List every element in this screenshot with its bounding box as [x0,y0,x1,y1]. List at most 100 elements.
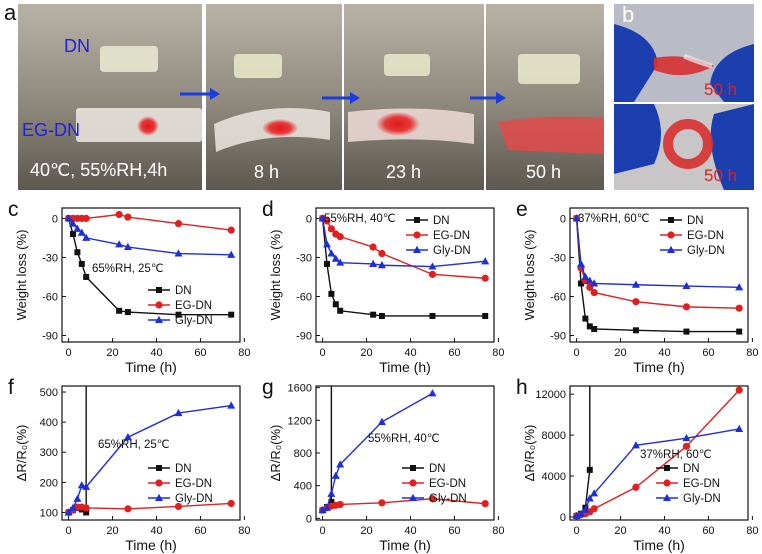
y-tick-label: 4000 [542,471,566,483]
legend-label-Gly-DN: Gly-DN [175,493,213,505]
data-point-EG-DN [735,386,743,394]
chart-d: d 0 20 40 60 80 0 -30 -60 -90 Time (h) Weight loss … [262,198,505,375]
data-point-Gly-DN [590,279,599,287]
series-group [572,214,744,335]
series-group [64,210,236,318]
x-axis-label: Time (h) [125,537,177,553]
legend-label-DN: DN [433,215,450,227]
data-point-Gly-DN [682,281,691,290]
legend-marker-DN [410,465,416,471]
egdn-dye-1 [137,116,159,136]
arrowhead-3 [496,92,506,104]
legend-marker-EG-DN [155,301,163,309]
data-point-Gly-DN [682,433,691,442]
x-tick-label: 0 [320,347,326,359]
x-tick-label: 20 [614,525,626,537]
y-tick-label: -90 [42,330,58,342]
series-line-DN [576,386,591,517]
y-tick-label: -60 [296,291,312,303]
x-tick-label: 60 [702,347,714,359]
series-group [64,386,236,517]
y-tick-label: 0 [560,213,566,225]
condition-annotation: 55%RH, 40℃ [368,433,440,445]
y-tick-label: 1600 [288,383,312,395]
data-point-DN [683,328,690,335]
data-point-Gly-DN [318,214,327,222]
y-tick-label: -60 [550,291,566,303]
data-point-DN [69,231,76,238]
label-dn: DN [64,36,90,56]
data-point-EG-DN [378,499,386,507]
legend-marker-Gly-DN [663,493,671,501]
legend-label-EG-DN: EG-DN [683,478,720,490]
data-point-EG-DN [124,505,132,513]
x-tick-label: 60 [448,525,460,537]
condition-annotation: 65%RH, 25℃ [98,439,170,451]
y-tick-label: -90 [550,330,566,342]
data-point-Gly-DN [331,471,340,479]
legend-label-Gly-DN: Gly-DN [687,245,725,257]
dn-sample-1 [100,46,158,72]
y-tick-label: 100 [40,507,58,519]
y-tick-label: 500 [40,387,58,399]
data-point-Gly-DN [481,257,490,265]
glove-right-top [710,44,754,102]
legend-marker-Gly-DN [155,493,163,501]
data-point-EG-DN [428,270,437,278]
legend-marker-DN [668,217,674,223]
data-point-Gly-DN [735,283,744,291]
data-point-DN [228,311,235,318]
series-line-Gly-DN [68,217,232,256]
data-point-EG-DN [590,288,598,297]
dn-sample-3 [384,54,430,76]
legend-marker-EG-DN [663,479,671,487]
legend-marker-DN [414,217,420,223]
y-tick-label: 400 [40,417,58,429]
data-point-DN [74,249,81,256]
data-point-DN [83,509,90,516]
y-tick-label: 8000 [542,430,566,442]
data-point-Gly-DN [336,460,345,468]
legend-label-EG-DN: EG-DN [687,230,724,242]
data-point-EG-DN [174,220,183,228]
data-point-Gly-DN [327,249,336,257]
condition-annotation: 37%RH, 60℃ [578,213,650,225]
data-point-Gly-DN [82,233,91,241]
data-point-EG-DN [590,505,598,513]
data-point-Gly-DN [227,401,236,409]
legend: DN EG-DN Gly-DN [148,285,213,327]
data-point-EG-DN [481,274,489,282]
label-b-time-top: 50 h [704,80,738,99]
x-tick-label: 0 [574,347,580,359]
glove-right-bottom [710,104,754,190]
legend-label-EG-DN: EG-DN [429,478,466,490]
x-tick-label: 40 [150,347,162,359]
data-point-EG-DN [682,442,691,450]
data-point-EG-DN [336,500,344,509]
legend: DN EG-DN Gly-DN [402,463,467,505]
data-point-DN [632,327,639,334]
x-tick-label: 20 [360,525,372,537]
legend-label-Gly-DN: Gly-DN [433,245,471,257]
x-axis-label: Time (h) [125,359,177,375]
legend: DN EG-DN Gly-DN [148,463,213,505]
data-point-EG-DN [82,504,90,512]
x-tick-label: 60 [702,525,714,537]
legend-label-Gly-DN: Gly-DN [683,493,721,505]
legend-marker-DN [156,287,162,293]
legend-marker-EG-DN [409,479,417,487]
panel-b-letter: b [622,2,635,27]
legend-label-Gly-DN: Gly-DN [429,493,467,505]
y-tick-label: -30 [42,252,58,264]
x-tick-label: 0 [574,525,580,537]
y-tick-label: -90 [296,330,312,342]
label-time-23h: 23 h [386,162,422,182]
legend: DN EG-DN Gly-DN [656,463,721,505]
x-tick-label: 20 [614,347,626,359]
data-point-Gly-DN [581,272,590,280]
panel-b-photo-top [614,4,754,102]
data-point-EG-DN [481,500,489,508]
data-point-DN [577,280,584,287]
photo-3 [344,4,484,190]
legend-marker-EG-DN [155,479,163,487]
